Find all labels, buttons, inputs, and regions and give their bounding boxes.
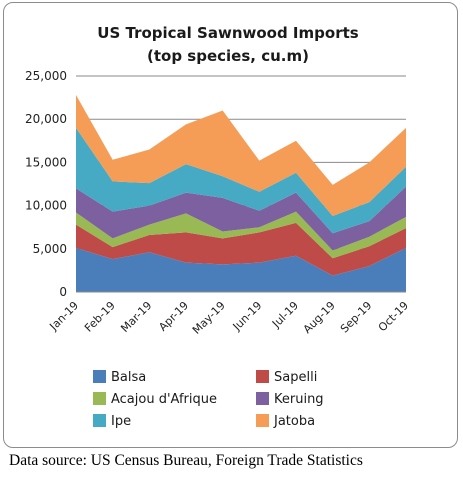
stacked-area-chart: US Tropical Sawnwood Imports (top specie… [25,24,411,429]
series-areas [76,95,406,292]
legend-swatch-acajou-d-afrique [93,392,106,405]
legend-label-acajou-d-afrique: Acajou d'Afrique [111,392,217,407]
legend-label-keruing: Keruing [274,392,324,407]
legend-swatch-ipe [93,414,106,427]
chart-title-line-1: US Tropical Sawnwood Imports [97,24,358,42]
area-series-ipe [76,127,406,234]
legend-swatch-keruing [256,392,269,405]
x-tick-label: Apr-19 [156,299,191,334]
legend-swatch-sapelli [256,370,269,383]
x-tick-label: Jun-19 [230,299,265,334]
y-tick-label: 20,000 [25,112,67,126]
legend-label-balsa: Balsa [111,370,146,385]
y-tick-label: 25,000 [25,69,67,83]
legend-swatch-balsa [93,370,106,383]
area-series-sapelli [76,222,406,276]
x-tick-label: Aug-19 [301,299,338,336]
legend-label-jatoba: Jatoba [273,414,315,429]
x-tick-label: May-19 [190,299,228,337]
x-tick-label: Oct-19 [376,299,411,334]
x-tick-label: Jan-19 [47,299,82,334]
y-tick-label: 15,000 [25,155,67,169]
x-tick-label: Jul-19 [269,299,301,331]
x-tick-label: Sep-19 [338,299,375,336]
legend-label-ipe: Ipe [111,414,131,429]
x-tick-label: Mar-19 [118,299,154,335]
data-source-note: Data source: US Census Bureau, Foreign T… [9,452,363,469]
area-series-keruing [76,186,406,251]
legend-label-sapelli: Sapelli [274,370,317,385]
y-tick-label: 5,000 [33,242,67,256]
area-series-jatoba [76,95,406,216]
chart-title-line-2: (top species, cu.m) [147,47,309,65]
area-series-acajou-d-afrique [76,211,406,259]
y-tick-label: 10,000 [25,199,67,213]
x-tick-label: Feb-19 [82,299,118,335]
legend-swatch-jatoba [256,414,269,427]
y-tick-label: 0 [59,285,67,299]
legend: Balsa Sapelli Acajou d'Afrique Keruing Ipe Ja… [93,370,324,429]
area-series-balsa [76,247,406,292]
